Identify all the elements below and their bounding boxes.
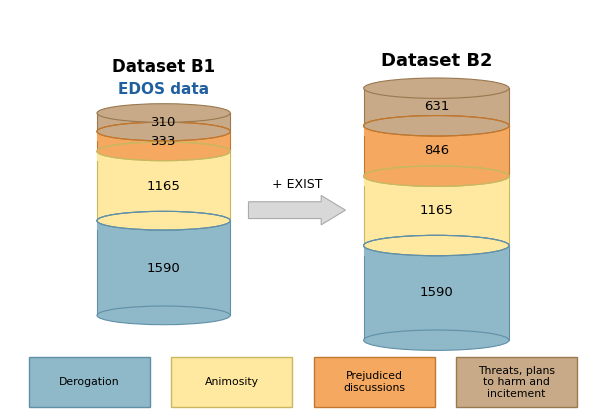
Bar xyxy=(364,246,509,340)
Bar xyxy=(364,126,509,136)
Text: 1165: 1165 xyxy=(147,179,181,192)
Ellipse shape xyxy=(364,166,509,186)
Ellipse shape xyxy=(97,104,230,122)
Text: 1590: 1590 xyxy=(419,286,453,299)
Ellipse shape xyxy=(364,235,509,256)
Bar xyxy=(364,88,509,126)
Ellipse shape xyxy=(364,78,509,98)
Bar xyxy=(97,113,230,131)
Bar xyxy=(314,357,435,407)
Text: Dataset B2: Dataset B2 xyxy=(381,52,492,70)
Text: Threats, plans
to harm and
incitement: Threats, plans to harm and incitement xyxy=(478,365,555,399)
Text: 631: 631 xyxy=(424,100,449,113)
Bar xyxy=(28,357,150,407)
Text: 846: 846 xyxy=(424,144,449,158)
Text: 333: 333 xyxy=(151,135,176,148)
Bar xyxy=(364,126,509,176)
Text: + EXIST: + EXIST xyxy=(271,178,322,191)
Ellipse shape xyxy=(364,235,509,256)
Bar xyxy=(171,357,292,407)
Ellipse shape xyxy=(97,142,230,161)
Bar xyxy=(97,220,230,315)
Text: 1590: 1590 xyxy=(147,262,181,275)
Text: 310: 310 xyxy=(151,116,176,129)
Text: Dataset B1: Dataset B1 xyxy=(112,58,215,76)
Text: Prejudiced
discussions: Prejudiced discussions xyxy=(343,371,405,393)
Bar xyxy=(364,246,509,256)
Bar xyxy=(364,176,509,246)
Bar xyxy=(456,357,578,407)
Ellipse shape xyxy=(97,122,230,141)
Ellipse shape xyxy=(97,211,230,230)
Bar xyxy=(97,131,230,141)
Bar xyxy=(97,131,230,151)
Bar xyxy=(97,220,230,230)
Text: Animosity: Animosity xyxy=(205,377,259,387)
Text: 1165: 1165 xyxy=(419,205,453,217)
Ellipse shape xyxy=(97,306,230,325)
Ellipse shape xyxy=(97,211,230,230)
Ellipse shape xyxy=(97,122,230,141)
Ellipse shape xyxy=(364,116,509,136)
Bar xyxy=(97,151,230,161)
Bar xyxy=(97,151,230,220)
Text: EDOS data: EDOS data xyxy=(118,82,209,97)
Ellipse shape xyxy=(364,116,509,136)
Text: Derogation: Derogation xyxy=(59,377,120,387)
Ellipse shape xyxy=(97,142,230,161)
Ellipse shape xyxy=(364,330,509,350)
Bar xyxy=(364,176,509,186)
Polygon shape xyxy=(248,195,345,225)
Ellipse shape xyxy=(364,166,509,186)
